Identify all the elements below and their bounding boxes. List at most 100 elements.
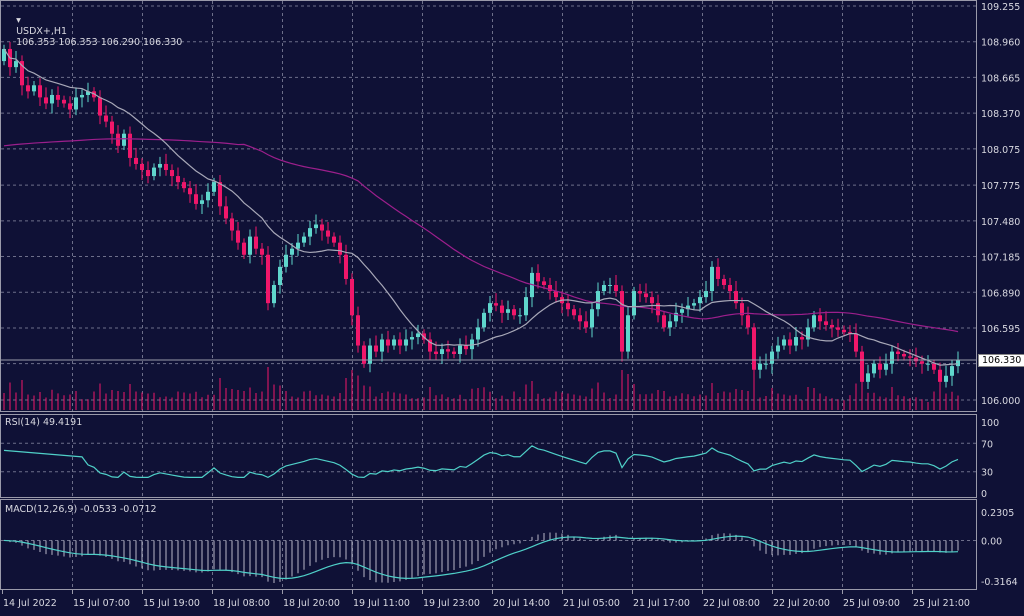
bearish-candle — [788, 339, 792, 346]
bullish-candle — [482, 312, 486, 328]
bearish-candle — [638, 291, 642, 294]
bearish-candle — [446, 349, 450, 352]
bearish-candle — [68, 103, 72, 110]
bullish-candle — [518, 315, 522, 317]
bearish-candle — [386, 339, 390, 346]
bearish-candle — [20, 61, 24, 86]
bullish-candle — [284, 254, 288, 267]
bearish-candle — [578, 315, 582, 322]
bearish-candle — [164, 163, 168, 171]
bullish-candle — [692, 303, 696, 306]
bearish-candle — [194, 194, 198, 204]
bullish-candle — [758, 363, 762, 370]
bearish-candle — [236, 230, 240, 243]
bullish-candle — [698, 297, 702, 304]
bullish-candle — [632, 291, 636, 316]
bearish-candle — [842, 329, 846, 333]
price-axis-label: 106.000 — [981, 396, 1020, 407]
bullish-candle — [608, 285, 612, 287]
bearish-candle — [656, 303, 660, 316]
bearish-candle — [848, 332, 852, 334]
bullish-candle — [416, 333, 420, 338]
bearish-candle — [920, 361, 924, 364]
bullish-candle — [890, 351, 894, 364]
bearish-candle — [188, 188, 192, 195]
bullish-candle — [278, 266, 282, 286]
bullish-candle — [866, 373, 870, 382]
bearish-candle — [356, 315, 360, 346]
bearish-candle — [566, 303, 570, 310]
bullish-candle — [872, 363, 876, 374]
current-price-tag: 106.330 — [978, 354, 1024, 367]
bullish-candle — [122, 133, 126, 146]
bearish-candle — [584, 321, 588, 328]
bearish-candle — [266, 254, 270, 304]
bearish-candle — [218, 182, 222, 207]
dropdown-triangle-icon[interactable]: ▾ — [16, 15, 21, 26]
bearish-candle — [878, 363, 882, 370]
bearish-candle — [62, 99, 66, 104]
bullish-candle — [290, 248, 294, 255]
bullish-candle — [626, 315, 630, 352]
bullish-candle — [200, 200, 204, 204]
bearish-candle — [110, 121, 114, 134]
time-axis-label: 20 Jul 14:00 — [493, 598, 550, 609]
bullish-candle — [710, 266, 714, 292]
bearish-candle — [494, 303, 498, 306]
time-axis-label: 14 Jul 2022 — [3, 598, 57, 609]
bullish-candle — [314, 224, 318, 229]
bearish-candle — [26, 85, 30, 92]
time-axis-label: 22 Jul 20:00 — [773, 598, 830, 609]
bearish-candle — [170, 170, 174, 177]
bearish-candle — [860, 351, 864, 382]
bearish-candle — [902, 354, 906, 357]
bullish-candle — [206, 191, 210, 201]
bearish-candle — [800, 337, 804, 340]
bearish-candle — [230, 218, 234, 231]
bearish-candle — [350, 278, 354, 316]
bearish-candle — [644, 293, 648, 298]
bearish-candle — [140, 163, 144, 171]
macd-axis-label: -0.3164 — [981, 577, 1018, 588]
bullish-candle — [686, 305, 690, 310]
bullish-candle — [782, 339, 786, 346]
bearish-candle — [44, 97, 48, 104]
time-axis-label: 25 Jul 21:00 — [913, 598, 970, 609]
bullish-candle — [488, 303, 492, 313]
time-axis-label: 25 Jul 09:00 — [843, 598, 900, 609]
bearish-candle — [38, 85, 42, 98]
bullish-candle — [764, 363, 768, 365]
price-axis-label: 107.185 — [981, 253, 1020, 264]
main-panel-frame — [0, 0, 977, 412]
bearish-candle — [338, 242, 342, 255]
bullish-candle — [158, 163, 162, 168]
rsi-panel-frame — [0, 414, 977, 498]
bearish-candle — [332, 236, 336, 243]
bullish-candle — [80, 94, 84, 98]
bearish-candle — [818, 315, 822, 322]
bearish-candle — [938, 369, 942, 382]
macd-label: MACD(12,26,9) -0.0533 -0.0712 — [5, 504, 157, 515]
symbol-header: ▾ USDX+,H1 106.353 106.353 106.290 106.3… — [4, 4, 182, 59]
bullish-candle — [944, 375, 948, 382]
bullish-candle — [410, 337, 414, 340]
time-axis-label: 19 Jul 23:00 — [423, 598, 480, 609]
time-axis-label: 21 Jul 05:00 — [563, 598, 620, 609]
bearish-candle — [434, 351, 438, 355]
price-axis-label: 108.370 — [981, 109, 1020, 120]
bearish-candle — [242, 242, 246, 255]
rsi-axis-label: 0 — [981, 489, 987, 500]
bearish-candle — [614, 285, 618, 292]
bearish-candle — [374, 345, 378, 352]
bearish-candle — [908, 356, 912, 358]
bullish-candle — [308, 228, 312, 237]
price-axis-label: 108.665 — [981, 73, 1020, 84]
bullish-candle — [926, 363, 930, 365]
bullish-candle — [812, 315, 816, 328]
price-axis-label: 109.255 — [981, 2, 1020, 13]
bearish-candle — [260, 248, 264, 255]
price-axis-label: 108.075 — [981, 145, 1020, 156]
bearish-candle — [548, 285, 552, 292]
